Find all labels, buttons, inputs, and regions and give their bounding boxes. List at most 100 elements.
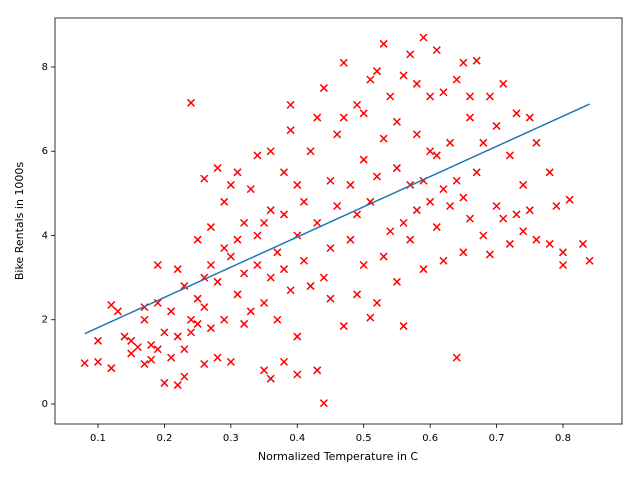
scatter-point xyxy=(286,100,295,109)
scatter-point xyxy=(372,67,382,76)
scatter-point xyxy=(392,117,401,126)
scatter-point xyxy=(439,185,448,194)
scatter-point xyxy=(419,265,428,274)
scatter-point xyxy=(107,364,116,373)
scatter-point xyxy=(313,218,322,227)
scatter-point xyxy=(233,290,242,299)
scatter-point xyxy=(233,168,242,177)
scatter-point xyxy=(213,353,222,362)
scatter-point xyxy=(386,92,395,101)
scatter-point xyxy=(206,223,215,232)
scatter-point xyxy=(379,252,388,261)
scatter-point xyxy=(293,332,302,341)
scatter-point xyxy=(333,201,342,211)
scatter-point xyxy=(193,294,202,303)
y-tick-label: 8 xyxy=(42,62,48,73)
scatter-point xyxy=(412,79,421,88)
scatter-point xyxy=(147,340,156,350)
scatter-point xyxy=(279,168,289,177)
scatter-point xyxy=(578,239,587,248)
scatter-point xyxy=(479,138,488,147)
scatter-point xyxy=(419,33,428,42)
x-axis-label: Normalized Temperature in C xyxy=(258,450,419,463)
scatter-point xyxy=(80,359,89,368)
scatter-point xyxy=(167,353,176,362)
scatter-point xyxy=(299,256,308,265)
scatter-point xyxy=(519,180,528,189)
scatter-point xyxy=(339,322,348,331)
scatter-point xyxy=(319,273,328,282)
scatter-point xyxy=(359,260,368,270)
scatter-point xyxy=(200,174,209,183)
scatter-point xyxy=(326,244,335,253)
scatter-point xyxy=(446,138,455,147)
scatter-point xyxy=(532,138,541,147)
scatter-point xyxy=(412,130,421,139)
scatter-point xyxy=(200,359,209,369)
scatter-point xyxy=(226,180,235,189)
scatter-point xyxy=(253,151,262,160)
scatter-point xyxy=(459,193,468,202)
scatter-point xyxy=(180,345,189,354)
scatter-point xyxy=(406,235,415,244)
scatter-point xyxy=(180,282,189,291)
scatter-point xyxy=(240,319,249,328)
scatter-point xyxy=(346,180,355,189)
scatter-point xyxy=(246,307,255,316)
scatter-point xyxy=(545,168,554,177)
scatter-point xyxy=(426,197,435,206)
scatter-point xyxy=(93,336,103,345)
scatter-point xyxy=(452,176,461,185)
plot-frame xyxy=(54,17,623,425)
scatter-point xyxy=(353,100,362,109)
scatter-point xyxy=(167,307,176,316)
scatter-point xyxy=(492,201,501,211)
scatter-point xyxy=(399,71,408,80)
scatter-point xyxy=(505,151,514,160)
scatter-point xyxy=(186,328,196,337)
scatter-point xyxy=(266,147,275,156)
scatter-point xyxy=(279,210,289,219)
scatter-point xyxy=(140,359,149,369)
scatter-point xyxy=(319,84,328,93)
scatter-point xyxy=(392,164,401,173)
scatter-point xyxy=(160,328,169,337)
scatter-point xyxy=(220,315,229,324)
scatter-point xyxy=(432,151,441,160)
scatter-point xyxy=(545,239,554,248)
scatter-point xyxy=(93,357,103,366)
scatter-point xyxy=(113,307,122,316)
scatter-point xyxy=(279,265,289,274)
scatter-point xyxy=(525,113,534,122)
scatter-point xyxy=(226,252,235,261)
scatter-point xyxy=(333,130,342,139)
scatter-point xyxy=(492,121,501,130)
scatter-point xyxy=(213,164,222,173)
scatter-point xyxy=(193,235,202,244)
scatter-point xyxy=(127,349,136,358)
scatter-point xyxy=(240,269,249,278)
scatter-point xyxy=(485,92,494,101)
x-tick-label: 0.8 xyxy=(555,433,571,444)
scatter-point xyxy=(353,210,362,219)
scatter-point xyxy=(452,75,461,84)
scatter-point xyxy=(399,218,408,227)
scatter-point xyxy=(180,372,189,381)
x-tick-label: 0.7 xyxy=(489,433,505,444)
scatter-point xyxy=(293,180,302,189)
scatter-point xyxy=(213,277,222,286)
scatter-point xyxy=(286,126,295,135)
scatter-point xyxy=(273,315,282,324)
scatter-point xyxy=(339,113,348,122)
regression-line xyxy=(84,103,590,335)
scatter-point xyxy=(319,399,328,408)
scatter-point xyxy=(379,39,388,48)
scatter-point xyxy=(585,256,594,265)
scatter-point xyxy=(313,366,322,375)
scatter-point xyxy=(233,235,242,244)
scatter-point xyxy=(465,214,475,223)
scatter-point xyxy=(186,98,196,107)
scatter-point xyxy=(412,206,421,215)
scatter-point xyxy=(472,168,481,177)
x-tick-label: 0.2 xyxy=(156,433,172,444)
